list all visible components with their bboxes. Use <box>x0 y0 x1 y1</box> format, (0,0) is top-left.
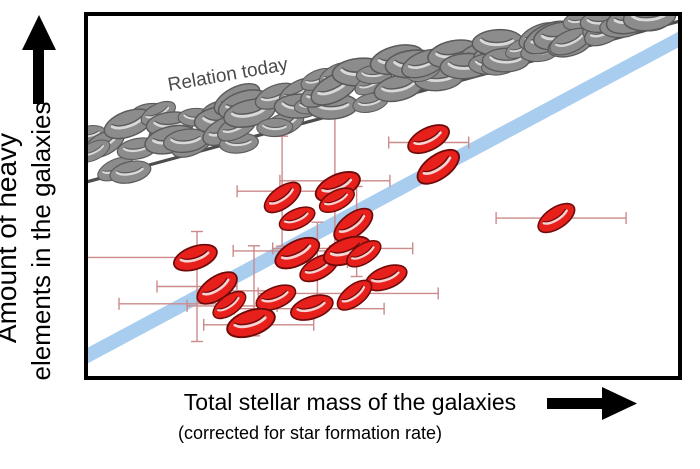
svg-text:(corrected for star formation: (corrected for star formation rate) <box>178 423 442 443</box>
svg-text:Total stellar mass of the gala: Total stellar mass of the galaxies <box>184 389 516 415</box>
svg-text:Amount of heavy: Amount of heavy <box>0 133 22 343</box>
svg-text:elements in the galaxies: elements in the galaxies <box>26 102 56 381</box>
